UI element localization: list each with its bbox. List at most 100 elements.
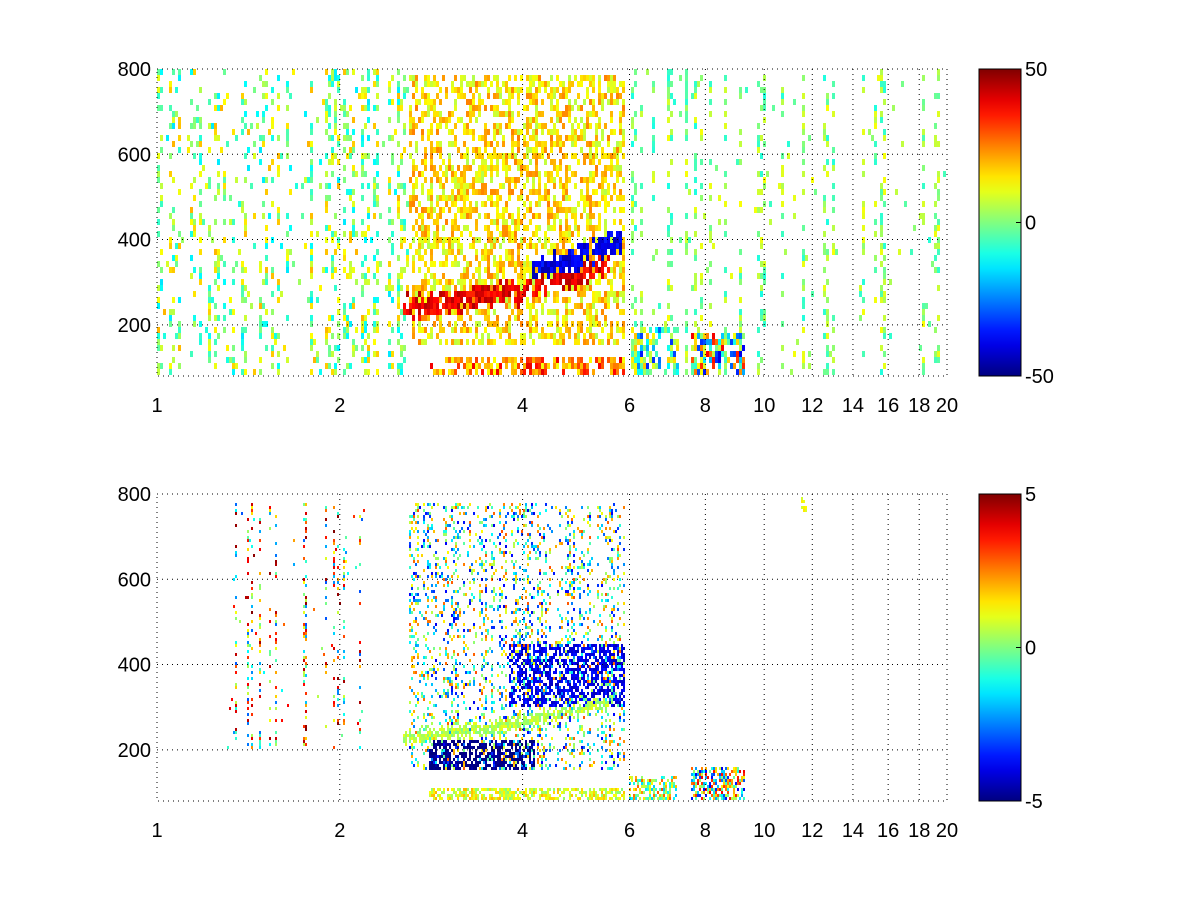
heatmap-cell [271, 291, 274, 297]
heatmap-cell [427, 677, 429, 680]
heatmap-cell [580, 273, 583, 279]
heatmap-cell [574, 213, 577, 219]
heatmap-cell [490, 303, 493, 309]
heatmap-cell [439, 123, 442, 129]
heatmap-cell [316, 117, 319, 123]
heatmap-cell [508, 357, 511, 363]
heatmap-cell [449, 635, 451, 638]
heatmap-cell [454, 225, 457, 231]
heatmap-cell [466, 225, 469, 231]
heatmap-cell [511, 129, 514, 135]
heatmap-cell [361, 135, 364, 141]
heatmap-cell [937, 171, 940, 177]
heatmap-cell [413, 647, 415, 650]
heatmap-cell [397, 327, 400, 333]
heatmap-cell [325, 249, 328, 255]
heatmap-cell [778, 183, 781, 189]
heatmap-cell [565, 279, 568, 285]
heatmap-cell [496, 327, 499, 333]
heatmap-cell [208, 309, 211, 315]
heatmap-cell [709, 111, 712, 117]
heatmap-cell [415, 509, 417, 512]
heatmap-cell [589, 99, 592, 105]
heatmap-cell [333, 560, 335, 563]
heatmap-cell [435, 761, 437, 764]
heatmap-cell [565, 327, 568, 333]
heatmap-cell [607, 135, 610, 141]
heatmap-cell [467, 788, 469, 791]
heatmap-cell [538, 225, 541, 231]
heatmap-cell [469, 279, 472, 285]
heatmap-cell [862, 309, 865, 315]
heatmap-cell [559, 231, 562, 237]
heatmap-cell [460, 177, 463, 183]
heatmap-cell [157, 231, 160, 237]
heatmap-cell [431, 788, 433, 791]
heatmap-cell [441, 575, 443, 578]
heatmap-cell [562, 243, 565, 249]
heatmap-cell [523, 105, 526, 111]
heatmap-cell [667, 81, 670, 87]
heatmap-cell [757, 135, 760, 141]
heatmap-cell [568, 165, 571, 171]
heatmap-cell [337, 686, 339, 689]
heatmap-cell [631, 363, 634, 369]
heatmap-cell [305, 623, 307, 626]
heatmap-cell [244, 369, 247, 375]
heatmap-cell [589, 195, 592, 201]
heatmap-cell [493, 731, 495, 734]
heatmap-cell [430, 261, 433, 267]
heatmap-cell [802, 297, 805, 303]
heatmap-cell [397, 303, 400, 309]
heatmap-cell [556, 297, 559, 303]
heatmap-cell [460, 291, 463, 297]
heatmap-cell [331, 69, 334, 75]
heatmap-cell [439, 755, 441, 758]
heatmap-cell [305, 503, 307, 506]
heatmap-cell [532, 117, 535, 123]
heatmap-cell [535, 267, 538, 273]
heatmap-cell [430, 285, 433, 291]
heatmap-cell [508, 105, 511, 111]
heatmap-cell [553, 297, 556, 303]
heatmap-cell [491, 725, 493, 728]
heatmap-cell [473, 740, 475, 743]
heatmap-cell [607, 297, 610, 303]
heatmap-cell [355, 171, 358, 177]
heatmap-cell [405, 731, 407, 734]
heatmap-cell [508, 75, 511, 81]
heatmap-cell [883, 255, 886, 261]
heatmap-cell [544, 243, 547, 249]
heatmap-cell [427, 105, 430, 111]
heatmap-cell [535, 201, 538, 207]
heatmap-cell [610, 267, 613, 273]
heatmap-cell [235, 575, 237, 578]
heatmap-cell [541, 255, 544, 261]
heatmap-cell [223, 183, 226, 189]
heatmap-cell [275, 719, 277, 722]
heatmap-cell [349, 261, 352, 267]
heatmap-cell [283, 623, 285, 626]
heatmap-cell [520, 279, 523, 285]
heatmap-cell [419, 575, 421, 578]
heatmap-cell [466, 213, 469, 219]
heatmap-cell [400, 183, 403, 189]
heatmap-cell [742, 345, 745, 351]
heatmap-cell [469, 659, 471, 662]
heatmap-cell [451, 575, 453, 578]
heatmap-cell [793, 195, 796, 201]
heatmap-cell [457, 503, 459, 506]
heatmap-cell [556, 207, 559, 213]
heatmap-cell [640, 363, 643, 369]
heatmap-cell [757, 81, 760, 87]
heatmap-cell [445, 767, 447, 770]
heatmap-cell [346, 69, 349, 75]
heatmap-cell [655, 339, 658, 345]
heatmap-cell [601, 273, 604, 279]
heatmap-cell [447, 680, 449, 683]
heatmap-cell [479, 746, 481, 749]
heatmap-cell [325, 105, 328, 111]
heatmap-cell [247, 530, 249, 533]
heatmap-cell [508, 237, 511, 243]
heatmap-cell [303, 545, 305, 548]
